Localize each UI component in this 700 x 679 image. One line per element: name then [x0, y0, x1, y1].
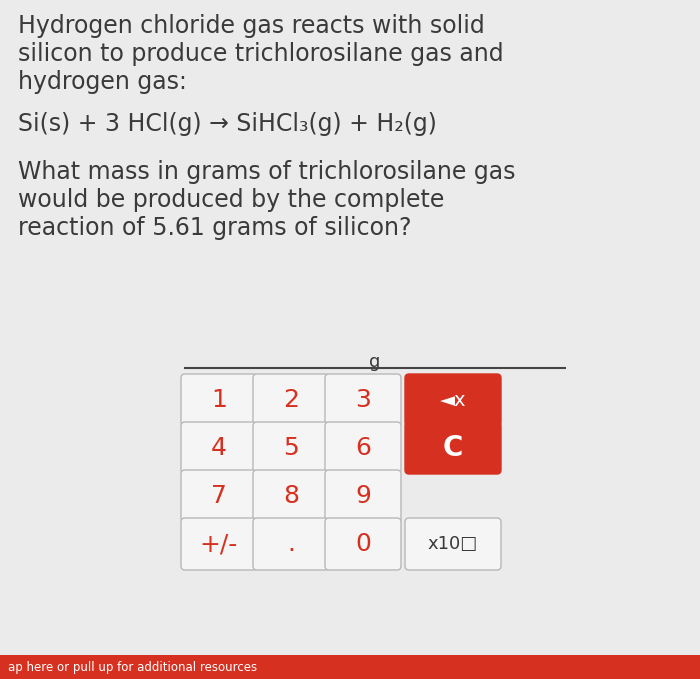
Text: ◄x: ◄x [440, 390, 466, 409]
FancyBboxPatch shape [325, 518, 401, 570]
FancyBboxPatch shape [405, 374, 501, 426]
Text: ap here or pull up for additional resources: ap here or pull up for additional resour… [8, 661, 257, 674]
Text: C: C [443, 434, 463, 462]
Text: +/-: +/- [199, 532, 238, 556]
FancyBboxPatch shape [181, 422, 257, 474]
Text: Si(s) + 3 HCl(g) → SiHCl₃(g) + H₂(g): Si(s) + 3 HCl(g) → SiHCl₃(g) + H₂(g) [18, 112, 437, 136]
Text: 6: 6 [355, 436, 371, 460]
FancyBboxPatch shape [181, 518, 257, 570]
FancyBboxPatch shape [405, 518, 501, 570]
FancyBboxPatch shape [181, 470, 257, 522]
Text: hydrogen gas:: hydrogen gas: [18, 70, 187, 94]
FancyBboxPatch shape [325, 470, 401, 522]
FancyBboxPatch shape [253, 470, 329, 522]
Text: 3: 3 [355, 388, 371, 412]
Text: Hydrogen chloride gas reacts with solid: Hydrogen chloride gas reacts with solid [18, 14, 484, 38]
Text: 8: 8 [283, 484, 299, 508]
Text: 7: 7 [211, 484, 227, 508]
Text: reaction of 5.61 grams of silicon?: reaction of 5.61 grams of silicon? [18, 216, 412, 240]
Text: 4: 4 [211, 436, 227, 460]
Text: What mass in grams of trichlorosilane gas: What mass in grams of trichlorosilane ga… [18, 160, 515, 184]
Text: silicon to produce trichlorosilane gas and: silicon to produce trichlorosilane gas a… [18, 42, 503, 66]
Text: 9: 9 [355, 484, 371, 508]
FancyBboxPatch shape [405, 422, 501, 474]
Bar [0, 655, 700, 679]
Text: x10□: x10□ [428, 535, 478, 553]
FancyBboxPatch shape [253, 422, 329, 474]
FancyBboxPatch shape [181, 374, 257, 426]
Text: 2: 2 [283, 388, 299, 412]
FancyBboxPatch shape [325, 374, 401, 426]
Text: 1: 1 [211, 388, 227, 412]
Text: 5: 5 [283, 436, 299, 460]
Text: .: . [287, 532, 295, 556]
Text: 0: 0 [355, 532, 371, 556]
FancyBboxPatch shape [253, 374, 329, 426]
FancyBboxPatch shape [253, 518, 329, 570]
Text: g: g [370, 353, 381, 371]
Text: would be produced by the complete: would be produced by the complete [18, 188, 444, 212]
FancyBboxPatch shape [325, 422, 401, 474]
